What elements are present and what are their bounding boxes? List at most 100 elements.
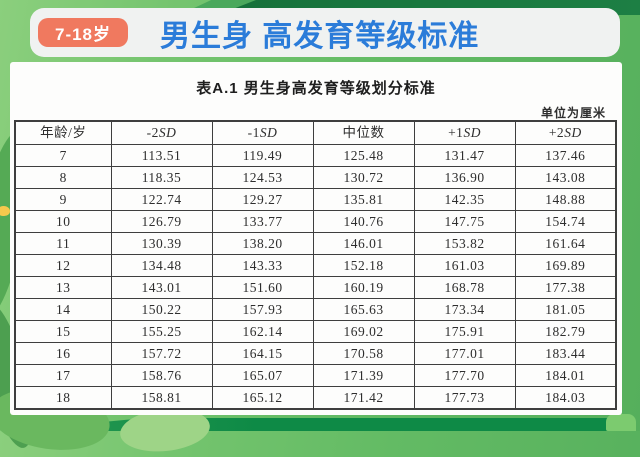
age-cell: 7 xyxy=(14,144,112,167)
value-cell: 143.08 xyxy=(514,166,617,189)
header-bar: 7-18岁 男生身 高发育等级标准 xyxy=(30,8,620,57)
table-row: 16 157.72 164.15 170.58 177.01 183.44 xyxy=(14,342,617,365)
value-cell: 143.33 xyxy=(211,254,314,277)
age-cell: 11 xyxy=(14,232,112,255)
value-cell: 146.01 xyxy=(312,232,415,255)
value-cell: 182.79 xyxy=(514,320,617,343)
value-cell: 171.39 xyxy=(312,364,415,387)
value-cell: 160.19 xyxy=(312,276,415,299)
age-cell: 18 xyxy=(14,386,112,410)
value-cell: 135.81 xyxy=(312,188,415,211)
value-cell: 118.35 xyxy=(110,166,213,189)
value-cell: 165.12 xyxy=(211,386,314,410)
value-cell: 137.46 xyxy=(514,144,617,167)
value-cell: 161.03 xyxy=(413,254,516,277)
value-cell: 177.38 xyxy=(514,276,617,299)
value-cell: 140.76 xyxy=(312,210,415,233)
age-cell: 14 xyxy=(14,298,112,321)
value-cell: 126.79 xyxy=(110,210,213,233)
value-cell: 183.44 xyxy=(514,342,617,365)
age-cell: 17 xyxy=(14,364,112,387)
table-row: 13 143.01 151.60 160.19 168.78 177.38 xyxy=(14,276,617,299)
value-cell: 143.01 xyxy=(110,276,213,299)
value-cell: 129.27 xyxy=(211,188,314,211)
content-panel: 表A.1 男生身高发育等级划分标准 单位为厘米 年龄/岁 -2SD -1SD 中… xyxy=(10,62,622,415)
col-header-minus2sd: -2SD xyxy=(110,120,213,145)
value-cell: 157.93 xyxy=(211,298,314,321)
value-cell: 131.47 xyxy=(413,144,516,167)
table-row: 7 113.51 119.49 125.48 131.47 137.46 xyxy=(14,144,617,167)
col-header-plus1sd: +1SD xyxy=(413,120,516,145)
age-cell: 15 xyxy=(14,320,112,343)
table-row: 12 134.48 143.33 152.18 161.03 169.89 xyxy=(14,254,617,277)
flower-decoration xyxy=(0,206,10,216)
value-cell: 170.58 xyxy=(312,342,415,365)
value-cell: 171.42 xyxy=(312,386,415,410)
value-cell: 150.22 xyxy=(110,298,213,321)
value-cell: 125.48 xyxy=(312,144,415,167)
value-cell: 151.60 xyxy=(211,276,314,299)
unit-note: 单位为厘米 xyxy=(540,106,606,120)
value-cell: 164.15 xyxy=(211,342,314,365)
table-row: 14 150.22 157.93 165.63 173.34 181.05 xyxy=(14,298,617,321)
value-cell: 155.25 xyxy=(110,320,213,343)
table-caption: 表A.1 男生身高发育等级划分标准 xyxy=(196,80,436,97)
value-cell: 158.76 xyxy=(110,364,213,387)
value-cell: 165.63 xyxy=(312,298,415,321)
page-title: 男生身 高发育等级标准 xyxy=(160,19,480,53)
value-cell: 148.88 xyxy=(514,188,617,211)
table-row: 10 126.79 133.77 140.76 147.75 154.74 xyxy=(14,210,617,233)
table-row: 17 158.76 165.07 171.39 177.70 184.01 xyxy=(14,364,617,387)
value-cell: 152.18 xyxy=(312,254,415,277)
value-cell: 168.78 xyxy=(413,276,516,299)
value-cell: 181.05 xyxy=(514,298,617,321)
bottom-right-corner-shape xyxy=(606,414,636,431)
table-row: 18 158.81 165.12 171.42 177.73 184.03 xyxy=(14,386,617,410)
value-cell: 138.20 xyxy=(211,232,314,255)
height-standards-table: 年龄/岁 -2SD -1SD 中位数 +1SD +2SD 7 113.51 119.… xyxy=(14,120,617,410)
value-cell: 113.51 xyxy=(110,144,213,167)
age-cell: 8 xyxy=(14,166,112,189)
age-cell: 13 xyxy=(14,276,112,299)
table-row: 15 155.25 162.14 169.02 175.91 182.79 xyxy=(14,320,617,343)
table-row: 11 130.39 138.20 146.01 153.82 161.64 xyxy=(14,232,617,255)
value-cell: 136.90 xyxy=(413,166,516,189)
value-cell: 177.73 xyxy=(413,386,516,410)
col-header-plus2sd: +2SD xyxy=(514,120,617,145)
value-cell: 119.49 xyxy=(211,144,314,167)
value-cell: 184.01 xyxy=(514,364,617,387)
age-cell: 16 xyxy=(14,342,112,365)
value-cell: 177.70 xyxy=(413,364,516,387)
value-cell: 165.07 xyxy=(211,364,314,387)
value-cell: 184.03 xyxy=(514,386,617,410)
value-cell: 134.48 xyxy=(110,254,213,277)
value-cell: 130.72 xyxy=(312,166,415,189)
value-cell: 147.75 xyxy=(413,210,516,233)
value-cell: 173.34 xyxy=(413,298,516,321)
age-cell: 9 xyxy=(14,188,112,211)
value-cell: 175.91 xyxy=(413,320,516,343)
value-cell: 169.02 xyxy=(312,320,415,343)
value-cell: 161.64 xyxy=(514,232,617,255)
table-body: 7 113.51 119.49 125.48 131.47 137.46 8 118.35 12… xyxy=(14,144,617,410)
value-cell: 158.81 xyxy=(110,386,213,410)
value-cell: 133.77 xyxy=(211,210,314,233)
value-cell: 153.82 xyxy=(413,232,516,255)
table-header: 年龄/岁 -2SD -1SD 中位数 +1SD +2SD xyxy=(14,120,617,145)
value-cell: 154.74 xyxy=(514,210,617,233)
value-cell: 142.35 xyxy=(413,188,516,211)
table-row: 8 118.35 124.53 130.72 136.90 143.08 xyxy=(14,166,617,189)
age-cell: 12 xyxy=(14,254,112,277)
col-header-median: 中位数 xyxy=(312,120,415,145)
value-cell: 122.74 xyxy=(110,188,213,211)
age-range-badge: 7-18岁 xyxy=(38,18,128,47)
value-cell: 177.01 xyxy=(413,342,516,365)
table-row: 9 122.74 129.27 135.81 142.35 148.88 xyxy=(14,188,617,211)
value-cell: 162.14 xyxy=(211,320,314,343)
value-cell: 130.39 xyxy=(110,232,213,255)
age-cell: 10 xyxy=(14,210,112,233)
value-cell: 169.89 xyxy=(514,254,617,277)
col-header-age: 年龄/岁 xyxy=(14,120,112,145)
value-cell: 124.53 xyxy=(211,166,314,189)
